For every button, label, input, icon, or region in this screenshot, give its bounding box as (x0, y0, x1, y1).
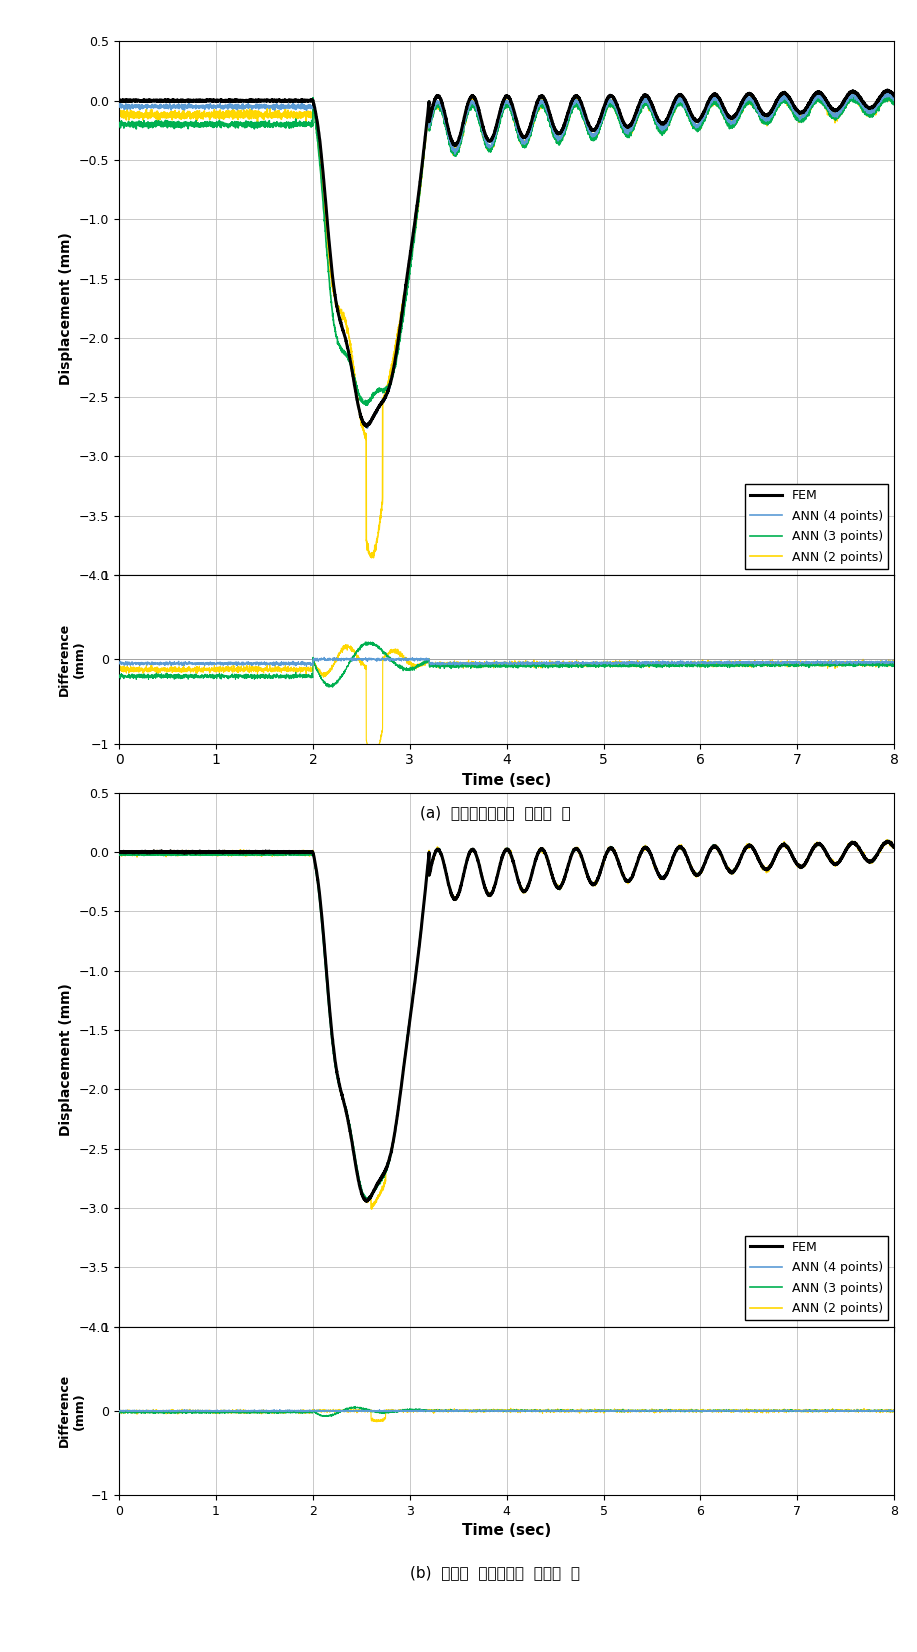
Y-axis label: Difference
(mm): Difference (mm) (58, 1374, 85, 1447)
Legend: FEM, ANN (4 points), ANN (3 points), ANN (2 points): FEM, ANN (4 points), ANN (3 points), ANN… (746, 484, 888, 568)
Text: (b)  최적화  위치에서의  변형률  값: (b) 최적화 위치에서의 변형률 값 (410, 1564, 580, 1581)
Legend: FEM, ANN (4 points), ANN (3 points), ANN (2 points): FEM, ANN (4 points), ANN (3 points), ANN… (746, 1236, 888, 1320)
Y-axis label: Displacement (mm): Displacement (mm) (60, 983, 73, 1137)
Text: (a)  임의위치에서의  변형률  값: (a) 임의위치에서의 변형률 값 (420, 805, 570, 821)
X-axis label: Time (sec): Time (sec) (462, 773, 551, 788)
Y-axis label: Difference
(mm): Difference (mm) (58, 623, 85, 695)
X-axis label: Time (sec): Time (sec) (462, 1523, 551, 1538)
Y-axis label: Displacement (mm): Displacement (mm) (60, 231, 73, 385)
